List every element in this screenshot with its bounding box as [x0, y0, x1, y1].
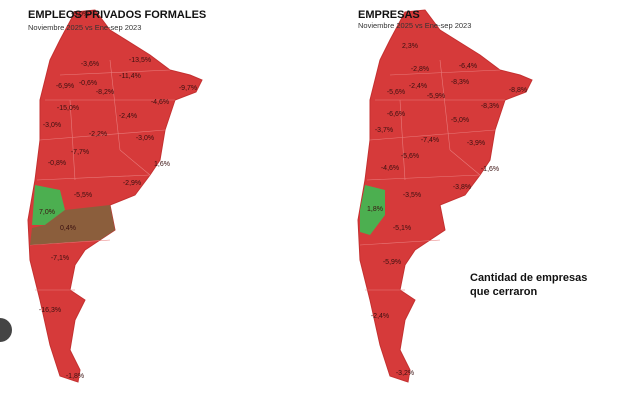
region-label: -2,8% — [411, 66, 429, 73]
region-label: -15,0% — [57, 105, 79, 112]
region-label: -3,2% — [396, 370, 414, 377]
title: EMPRESAS — [358, 9, 420, 21]
region-label: -4,6% — [381, 165, 399, 172]
region-label: -0,6% — [79, 80, 97, 87]
map-right — [357, 9, 533, 383]
region-label: -13,5% — [129, 57, 151, 64]
region-label: -8,3% — [481, 103, 499, 110]
region-label: -5,6% — [387, 89, 405, 96]
region-label: -5,5% — [74, 192, 92, 199]
region-label: -3,6% — [81, 61, 99, 68]
region-label: 0,4% — [60, 225, 76, 232]
region-label: 2,3% — [402, 43, 418, 50]
region-label: -5,0% — [71, 11, 89, 18]
region-label: -3,7% — [375, 127, 393, 134]
region-label: -8,8% — [509, 87, 527, 94]
annotation: que cerraron — [470, 286, 538, 298]
region-label: -2,4% — [371, 313, 389, 320]
region-label: -3,0% — [136, 135, 154, 142]
region-label: -2,2% — [89, 131, 107, 138]
region-green — [360, 185, 385, 235]
region-brown — [30, 205, 115, 245]
region-label: -16,3% — [39, 307, 61, 314]
region-label: -6,9% — [56, 83, 74, 90]
region-label: -5,6% — [401, 153, 419, 160]
region-label: -2,4% — [409, 83, 427, 90]
region-label: -7,7% — [71, 149, 89, 156]
region-label: -5,1% — [393, 225, 411, 232]
region-label: -3,8% — [453, 184, 471, 191]
region-label: -4,6% — [151, 99, 169, 106]
region-label: -7,4% — [421, 137, 439, 144]
region-label: -11,4% — [119, 73, 141, 80]
media-button[interactable] — [0, 318, 12, 342]
region-label: -6,4% — [459, 63, 477, 70]
region-label: 1,6% — [154, 161, 170, 168]
region-label: -5,0% — [451, 117, 469, 124]
title: EMPLEOS PRIVADOS FORMALES — [28, 9, 206, 21]
region-label: -7,1% — [51, 255, 69, 262]
region-label: -3,5% — [403, 192, 421, 199]
region-label: -0,8% — [48, 160, 66, 167]
region-label: -9,7% — [179, 85, 197, 92]
region-label: -8,3% — [451, 79, 469, 86]
annotation: Cantidad de empresas — [470, 272, 587, 284]
subtitle: Noviembre 2025 vs Ene-sep 2023 — [28, 23, 141, 32]
map-left — [27, 9, 203, 383]
region-label: -1,6% — [481, 166, 499, 173]
subtitle: Noviembre 2025 vs Ene-sep 2023 — [358, 21, 471, 30]
region-label: -5,9% — [427, 93, 445, 100]
region-label: 1,8% — [367, 206, 383, 213]
region-label: -2,9% — [123, 180, 141, 187]
region-label: -6,6% — [387, 111, 405, 118]
region-green — [32, 185, 65, 225]
region-label: 7,0% — [39, 209, 55, 216]
region-label: -5,9% — [383, 259, 401, 266]
region-label: -1,8% — [66, 373, 84, 380]
region-label: -3,0% — [43, 122, 61, 129]
region-label: -8,2% — [96, 89, 114, 96]
region-label: -2,4% — [119, 113, 137, 120]
region-label: -3,9% — [467, 140, 485, 147]
